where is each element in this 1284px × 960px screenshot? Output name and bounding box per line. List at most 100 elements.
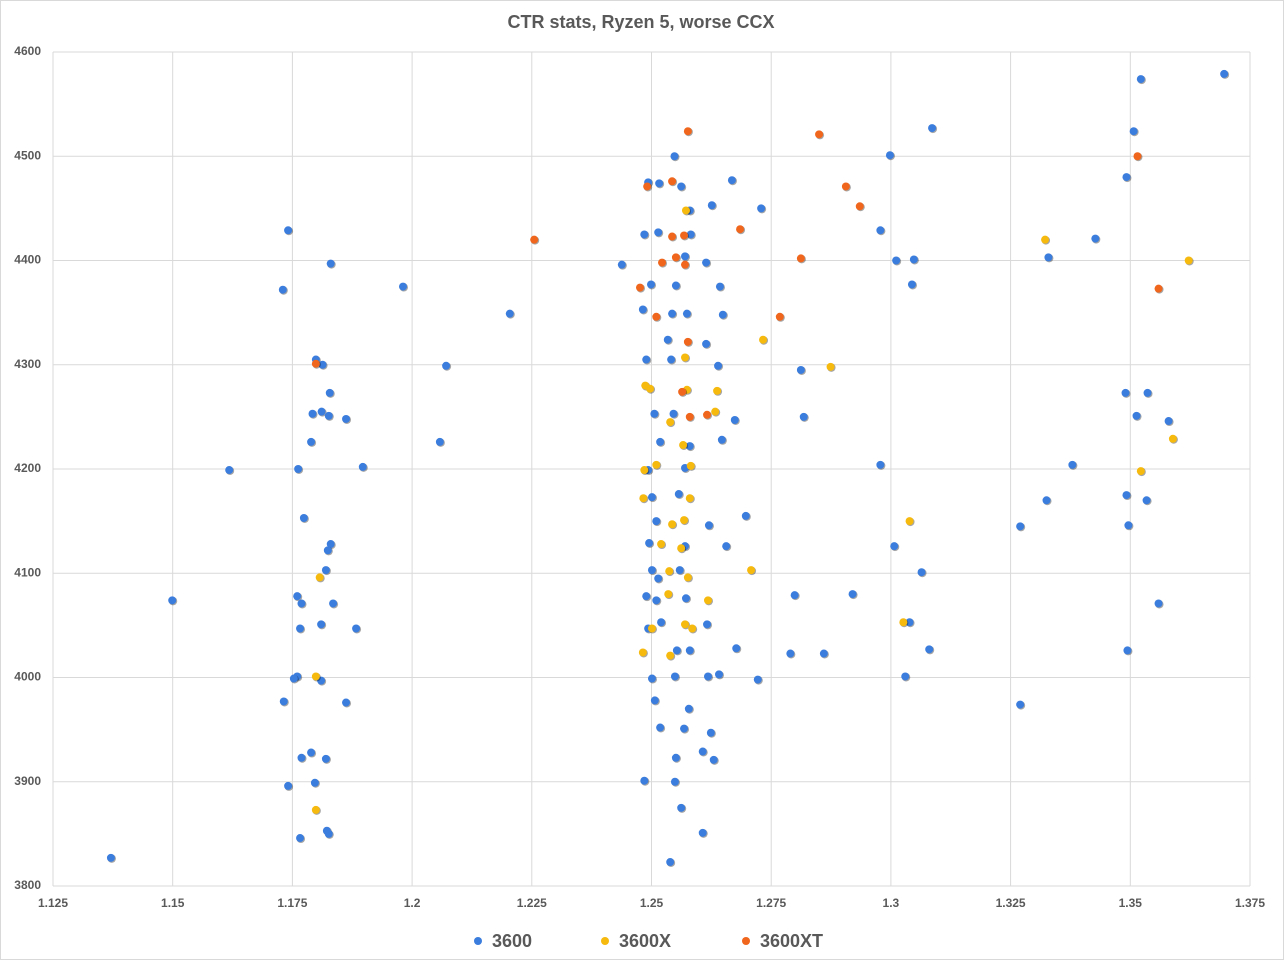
point xyxy=(666,651,675,660)
point xyxy=(786,649,795,658)
point xyxy=(655,179,664,188)
point xyxy=(815,130,824,139)
point xyxy=(709,755,718,764)
point xyxy=(670,152,679,161)
y-tick-label: 4300 xyxy=(14,357,41,371)
point xyxy=(670,672,679,681)
point xyxy=(638,648,647,657)
point xyxy=(652,596,661,605)
point xyxy=(342,698,351,707)
point xyxy=(1068,460,1077,469)
point xyxy=(714,361,723,370)
point xyxy=(717,435,726,444)
point xyxy=(307,437,316,446)
point xyxy=(686,230,695,239)
point xyxy=(1041,235,1050,244)
point xyxy=(680,724,689,733)
point xyxy=(1124,521,1133,530)
point xyxy=(1091,234,1100,243)
point xyxy=(681,206,690,215)
y-tick-label: 3800 xyxy=(14,878,41,892)
point xyxy=(647,624,656,633)
x-tick-label: 1.35 xyxy=(1119,896,1143,910)
series xyxy=(311,206,1194,815)
point xyxy=(1016,522,1025,531)
point xyxy=(686,461,695,470)
point xyxy=(736,225,745,234)
point xyxy=(855,202,864,211)
point xyxy=(296,834,305,843)
point xyxy=(1121,388,1130,397)
point xyxy=(718,310,727,319)
point xyxy=(1220,69,1229,78)
point xyxy=(1154,284,1163,293)
y-tick-label: 4200 xyxy=(14,461,41,475)
point xyxy=(617,260,626,269)
point xyxy=(1164,417,1173,426)
point xyxy=(299,513,308,522)
x-tick-label: 1.325 xyxy=(996,896,1026,910)
point xyxy=(667,355,676,364)
point xyxy=(293,592,302,601)
x-tick-label: 1.2 xyxy=(404,896,421,910)
point xyxy=(669,409,678,418)
point xyxy=(1129,127,1138,136)
point xyxy=(638,305,647,314)
point xyxy=(688,624,697,633)
point xyxy=(656,437,665,446)
point xyxy=(1154,599,1163,608)
point xyxy=(323,546,332,555)
point xyxy=(317,407,326,416)
point xyxy=(685,412,694,421)
point xyxy=(715,670,724,679)
point xyxy=(671,253,680,262)
legend-label: 3600X xyxy=(619,931,671,951)
point xyxy=(799,412,808,421)
point xyxy=(671,753,680,762)
point xyxy=(741,511,750,520)
point xyxy=(640,466,649,475)
point xyxy=(759,335,768,344)
point xyxy=(646,384,655,393)
point xyxy=(325,388,334,397)
point xyxy=(702,258,711,267)
point xyxy=(668,177,677,186)
x-tick-label: 1.15 xyxy=(161,896,185,910)
point xyxy=(310,778,319,787)
y-tick-label: 4000 xyxy=(14,670,41,684)
point xyxy=(318,360,327,369)
point xyxy=(790,591,799,600)
point xyxy=(657,540,666,549)
point xyxy=(681,353,690,362)
point xyxy=(668,309,677,318)
point xyxy=(168,596,177,605)
point xyxy=(315,573,324,582)
point xyxy=(321,754,330,763)
point xyxy=(1142,496,1151,505)
legend-marker xyxy=(601,937,609,945)
point xyxy=(668,232,677,241)
point xyxy=(713,386,722,395)
point xyxy=(358,462,367,471)
point xyxy=(225,466,234,475)
point xyxy=(311,672,320,681)
point xyxy=(284,226,293,235)
point xyxy=(698,828,707,837)
point xyxy=(647,674,656,683)
point xyxy=(640,230,649,239)
point xyxy=(703,620,712,629)
point xyxy=(826,362,835,371)
point xyxy=(642,355,651,364)
point xyxy=(654,228,663,237)
point xyxy=(643,182,652,191)
point xyxy=(317,620,326,629)
point xyxy=(747,566,756,575)
point xyxy=(1132,411,1141,420)
point xyxy=(324,829,333,838)
point xyxy=(706,728,715,737)
point xyxy=(342,414,351,423)
point xyxy=(905,618,914,627)
point xyxy=(329,599,338,608)
point xyxy=(675,566,684,575)
point xyxy=(907,280,916,289)
